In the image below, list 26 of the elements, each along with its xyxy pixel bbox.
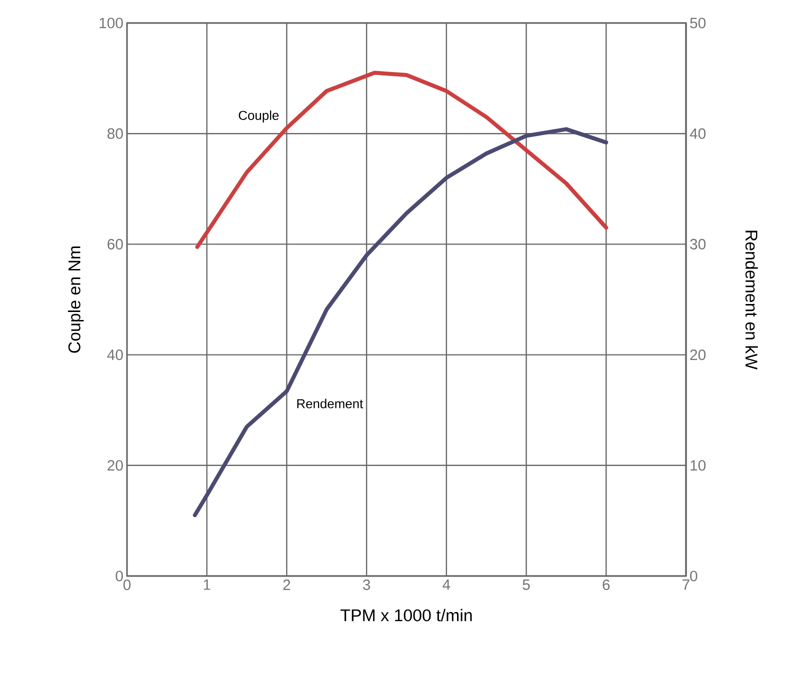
x-tick-label: 4 bbox=[442, 580, 450, 590]
x-tick-label: 3 bbox=[362, 580, 370, 590]
y-tick-label: 20 bbox=[108, 460, 123, 471]
y2-tick-label: 10 bbox=[690, 460, 706, 471]
y2-tick-label: 40 bbox=[690, 128, 706, 139]
y2-tick-label: 30 bbox=[690, 238, 706, 250]
y-tick-label: 80 bbox=[108, 128, 123, 139]
x-tick-label: 7 bbox=[682, 580, 690, 590]
x-tick-label: 6 bbox=[602, 580, 610, 590]
x-tick-label: 1 bbox=[204, 580, 210, 590]
y-tick-label: 40 bbox=[107, 350, 123, 360]
x-tick-label: 0 bbox=[123, 580, 131, 590]
y2-tick-label: 0 bbox=[690, 570, 698, 582]
line-series bbox=[192, 127, 608, 518]
series-label: Couple bbox=[238, 110, 279, 123]
y2-tick-label: 20 bbox=[690, 350, 706, 360]
x-axis-title: TPM x 1000 t/min bbox=[340, 608, 472, 622]
series-label: Rendement bbox=[297, 398, 364, 408]
x-tick-label: 2 bbox=[283, 580, 290, 590]
y-tick-label: 0 bbox=[116, 570, 123, 582]
y-tick-label: 60 bbox=[108, 238, 123, 250]
y2-axis-title: Rendement en kW bbox=[745, 230, 758, 370]
y-tick-label: 100 bbox=[100, 18, 123, 28]
y-axis-title: Couple en Nm bbox=[68, 246, 84, 353]
x-tick-label: 5 bbox=[522, 580, 530, 590]
y2-tick-label: 50 bbox=[690, 18, 706, 28]
